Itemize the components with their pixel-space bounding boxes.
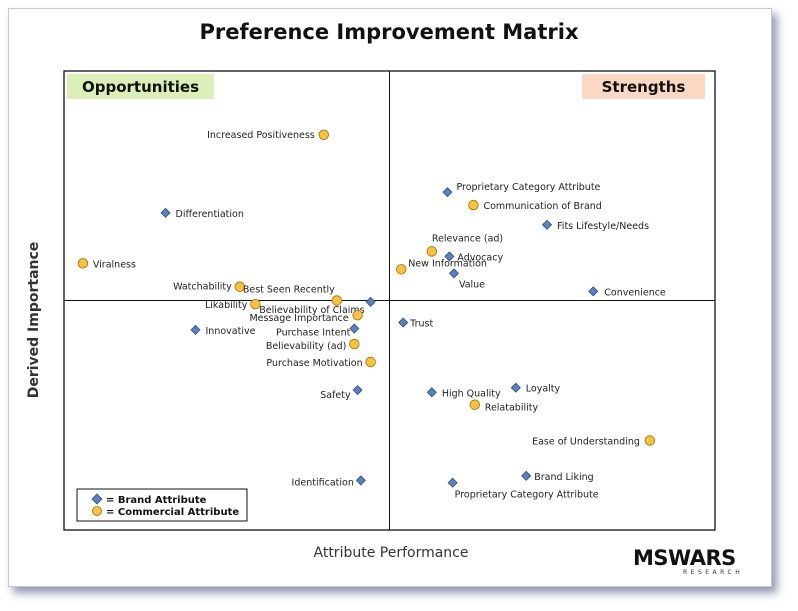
point-label: Brand Liking bbox=[534, 472, 593, 483]
point-label: High Quality bbox=[442, 388, 501, 399]
commercial-attribute-point bbox=[234, 281, 245, 292]
commercial-attribute-point bbox=[352, 309, 363, 321]
brand-attribute-point bbox=[541, 219, 553, 230]
opportunities-label-box: Opportunities bbox=[67, 74, 214, 99]
logo-sub-text: RESEARCH bbox=[683, 569, 744, 576]
commercial-attribute-point bbox=[349, 338, 360, 350]
opportunities-label: Opportunities bbox=[82, 78, 199, 96]
data-points: Proprietary Category Attribute Differenti… bbox=[77, 129, 666, 501]
brand-attribute-point bbox=[160, 207, 171, 218]
brand-attribute-point bbox=[448, 268, 460, 279]
point-label: Watchability bbox=[173, 282, 232, 293]
strengths-label: Strengths bbox=[602, 78, 686, 96]
point-label: Differentiation bbox=[176, 209, 244, 220]
point-label: Communication of Brand bbox=[483, 201, 601, 212]
commercial-attribute-point bbox=[318, 129, 329, 141]
brand-attribute-point bbox=[365, 296, 376, 307]
brand-attribute-point bbox=[190, 324, 201, 335]
point-label: Best Seen Recently bbox=[243, 285, 335, 296]
brand-attribute-point bbox=[447, 477, 458, 488]
point-label: Identification bbox=[292, 477, 354, 488]
point-label: Proprietary Category Attribute bbox=[455, 490, 599, 501]
brand-attribute-point bbox=[521, 470, 532, 481]
point-label: New Information bbox=[408, 258, 487, 269]
commercial-attribute-point bbox=[644, 435, 656, 446]
point-label: Proprietary Category Attribute bbox=[456, 182, 600, 193]
legend-brand-label: = Brand Attribute bbox=[106, 495, 207, 506]
point-label: Viralness bbox=[93, 259, 136, 270]
point-label: Safety bbox=[320, 390, 351, 401]
commercial-attribute-point bbox=[365, 356, 376, 368]
point-label: Ease of Understanding bbox=[532, 436, 640, 447]
brand-attribute-point bbox=[398, 317, 409, 328]
commercial-attribute-point bbox=[396, 264, 407, 275]
point-label: Likability bbox=[205, 300, 248, 311]
legend-diamond-icon bbox=[91, 493, 103, 505]
commercial-attribute-point bbox=[331, 295, 342, 306]
point-label: Advocacy bbox=[457, 252, 503, 263]
point-label: Believability (ad) bbox=[266, 341, 347, 352]
point-label: Message Importance bbox=[249, 313, 348, 324]
point-label: Purchase Motivation bbox=[266, 358, 362, 369]
point-label: Trust bbox=[409, 319, 433, 330]
commercial-attribute-point bbox=[77, 258, 89, 269]
legend-box bbox=[76, 488, 248, 522]
legend-commercial-label: = Commercial Attribute bbox=[106, 507, 239, 518]
commercial-attribute-point bbox=[250, 298, 261, 310]
legend-circle-icon bbox=[92, 506, 102, 516]
point-label: Innovative bbox=[206, 326, 256, 337]
brand-attribute-point bbox=[442, 187, 453, 198]
point-label: Purchase Intent bbox=[276, 327, 351, 338]
legend: = Brand Attribute = Commercial Attribute bbox=[76, 488, 248, 522]
logo-main-text: MSWARS bbox=[633, 546, 736, 570]
point-label: Value bbox=[459, 279, 485, 290]
x-axis-label: Attribute Performance bbox=[313, 545, 469, 561]
point-label: Loyalty bbox=[526, 384, 561, 395]
brand-attribute-point bbox=[588, 286, 599, 297]
brand-attribute-point bbox=[444, 251, 455, 262]
point-label: Increased Positiveness bbox=[207, 130, 315, 141]
brand-attribute-point bbox=[352, 384, 363, 396]
commercial-attribute-point bbox=[469, 399, 480, 410]
commercial-attribute-point bbox=[468, 199, 479, 211]
mswars-logo: MSWARS RESEARCH bbox=[633, 546, 765, 580]
brand-attribute-point bbox=[510, 382, 521, 393]
brand-attribute-point bbox=[355, 475, 366, 486]
point-label: Believability of Claims bbox=[259, 305, 364, 316]
point-label: Convenience bbox=[604, 287, 666, 298]
brand-attribute-point bbox=[349, 323, 360, 334]
commercial-attribute-point bbox=[426, 246, 438, 257]
brand-attribute-point bbox=[426, 387, 437, 398]
point-label: Fits Lifestyle/Needs bbox=[557, 221, 649, 232]
point-label: Relevance (ad) bbox=[432, 233, 503, 244]
point-label: Relatability bbox=[485, 403, 539, 414]
chart-title: Preference Improvement Matrix bbox=[199, 20, 579, 44]
strengths-label-box: Strengths bbox=[582, 74, 705, 99]
